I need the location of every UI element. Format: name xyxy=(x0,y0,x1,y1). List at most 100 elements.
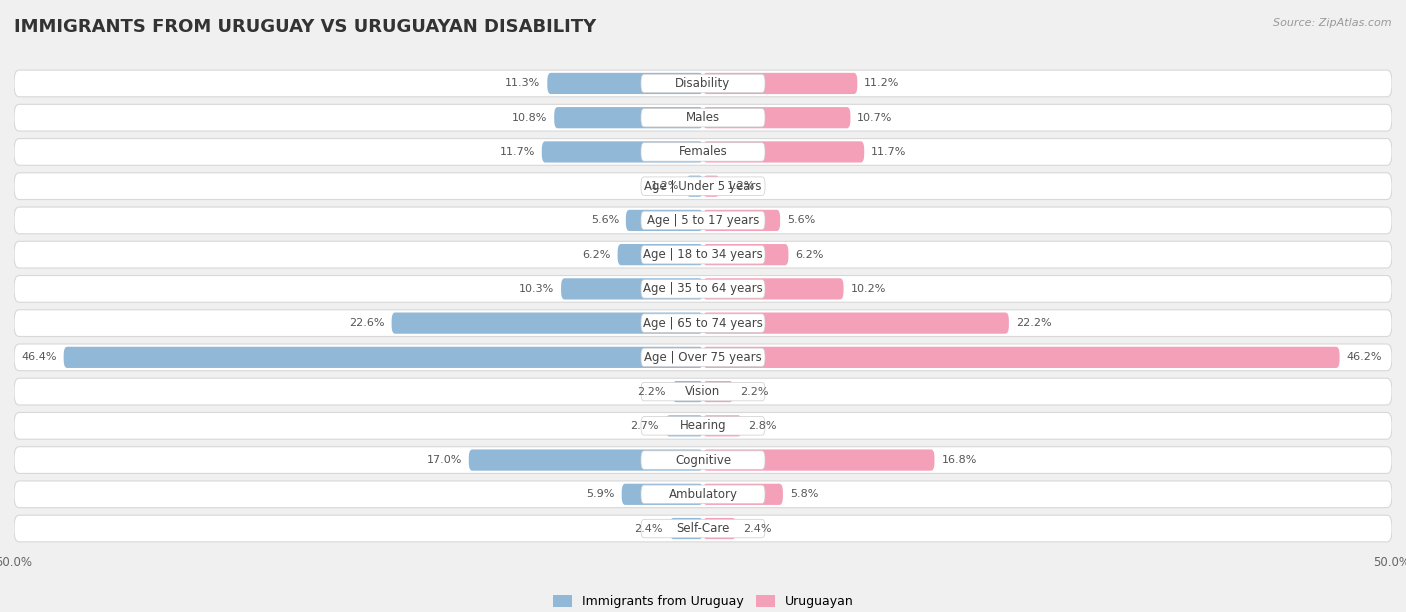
Text: Hearing: Hearing xyxy=(679,419,727,432)
Text: 2.4%: 2.4% xyxy=(742,523,772,534)
FancyBboxPatch shape xyxy=(392,313,703,334)
Text: Age | 18 to 34 years: Age | 18 to 34 years xyxy=(643,248,763,261)
Text: 10.2%: 10.2% xyxy=(851,284,886,294)
Text: 16.8%: 16.8% xyxy=(942,455,977,465)
Text: Females: Females xyxy=(679,146,727,159)
FancyBboxPatch shape xyxy=(666,415,703,436)
Text: 46.2%: 46.2% xyxy=(1347,353,1382,362)
FancyBboxPatch shape xyxy=(617,244,703,265)
FancyBboxPatch shape xyxy=(14,481,1392,508)
Text: 2.2%: 2.2% xyxy=(740,387,769,397)
FancyBboxPatch shape xyxy=(14,207,1392,234)
FancyBboxPatch shape xyxy=(703,210,780,231)
Text: Males: Males xyxy=(686,111,720,124)
FancyBboxPatch shape xyxy=(641,211,765,230)
FancyBboxPatch shape xyxy=(703,381,734,402)
Text: 22.6%: 22.6% xyxy=(349,318,385,328)
Text: 6.2%: 6.2% xyxy=(582,250,610,259)
FancyBboxPatch shape xyxy=(14,310,1392,337)
FancyBboxPatch shape xyxy=(641,108,765,127)
FancyBboxPatch shape xyxy=(703,449,935,471)
FancyBboxPatch shape xyxy=(63,347,703,368)
Text: Source: ZipAtlas.com: Source: ZipAtlas.com xyxy=(1274,18,1392,28)
FancyBboxPatch shape xyxy=(641,245,765,264)
FancyBboxPatch shape xyxy=(14,412,1392,439)
Text: 5.6%: 5.6% xyxy=(787,215,815,225)
Text: Age | 5 to 17 years: Age | 5 to 17 years xyxy=(647,214,759,227)
Text: Vision: Vision xyxy=(685,385,721,398)
FancyBboxPatch shape xyxy=(703,107,851,129)
FancyBboxPatch shape xyxy=(703,278,844,299)
FancyBboxPatch shape xyxy=(14,378,1392,405)
FancyBboxPatch shape xyxy=(14,275,1392,302)
FancyBboxPatch shape xyxy=(14,70,1392,97)
FancyBboxPatch shape xyxy=(561,278,703,299)
FancyBboxPatch shape xyxy=(14,447,1392,474)
FancyBboxPatch shape xyxy=(669,518,703,539)
FancyBboxPatch shape xyxy=(641,382,765,401)
Text: Disability: Disability xyxy=(675,77,731,90)
Text: 2.8%: 2.8% xyxy=(748,421,778,431)
FancyBboxPatch shape xyxy=(14,241,1392,268)
FancyBboxPatch shape xyxy=(686,176,703,197)
Text: 11.3%: 11.3% xyxy=(505,78,540,89)
Text: 10.3%: 10.3% xyxy=(519,284,554,294)
FancyBboxPatch shape xyxy=(626,210,703,231)
FancyBboxPatch shape xyxy=(621,483,703,505)
Text: Age | Under 5 years: Age | Under 5 years xyxy=(644,180,762,193)
Text: 5.8%: 5.8% xyxy=(790,490,818,499)
FancyBboxPatch shape xyxy=(641,314,765,332)
FancyBboxPatch shape xyxy=(641,520,765,538)
Text: 2.7%: 2.7% xyxy=(630,421,659,431)
FancyBboxPatch shape xyxy=(541,141,703,163)
FancyBboxPatch shape xyxy=(703,415,741,436)
FancyBboxPatch shape xyxy=(554,107,703,129)
FancyBboxPatch shape xyxy=(641,177,765,195)
Text: 5.6%: 5.6% xyxy=(591,215,619,225)
Legend: Immigrants from Uruguay, Uruguayan: Immigrants from Uruguay, Uruguayan xyxy=(553,595,853,608)
FancyBboxPatch shape xyxy=(14,104,1392,131)
FancyBboxPatch shape xyxy=(703,141,865,163)
Text: Cognitive: Cognitive xyxy=(675,453,731,466)
FancyBboxPatch shape xyxy=(641,348,765,367)
Text: 2.4%: 2.4% xyxy=(634,523,664,534)
FancyBboxPatch shape xyxy=(641,74,765,92)
Text: 11.7%: 11.7% xyxy=(872,147,907,157)
Text: 6.2%: 6.2% xyxy=(796,250,824,259)
FancyBboxPatch shape xyxy=(703,347,1340,368)
FancyBboxPatch shape xyxy=(547,73,703,94)
Text: 5.9%: 5.9% xyxy=(586,490,614,499)
Text: 2.2%: 2.2% xyxy=(637,387,666,397)
FancyBboxPatch shape xyxy=(672,381,703,402)
Text: IMMIGRANTS FROM URUGUAY VS URUGUAYAN DISABILITY: IMMIGRANTS FROM URUGUAY VS URUGUAYAN DIS… xyxy=(14,18,596,36)
FancyBboxPatch shape xyxy=(641,143,765,161)
FancyBboxPatch shape xyxy=(703,518,737,539)
Text: 10.7%: 10.7% xyxy=(858,113,893,122)
FancyBboxPatch shape xyxy=(641,451,765,469)
FancyBboxPatch shape xyxy=(703,313,1010,334)
FancyBboxPatch shape xyxy=(14,138,1392,165)
Text: Age | Over 75 years: Age | Over 75 years xyxy=(644,351,762,364)
Text: Ambulatory: Ambulatory xyxy=(668,488,738,501)
Text: Self-Care: Self-Care xyxy=(676,522,730,535)
FancyBboxPatch shape xyxy=(641,485,765,504)
FancyBboxPatch shape xyxy=(14,173,1392,200)
Text: 22.2%: 22.2% xyxy=(1015,318,1052,328)
FancyBboxPatch shape xyxy=(703,176,720,197)
FancyBboxPatch shape xyxy=(14,515,1392,542)
Text: 46.4%: 46.4% xyxy=(21,353,56,362)
FancyBboxPatch shape xyxy=(703,244,789,265)
FancyBboxPatch shape xyxy=(641,280,765,298)
FancyBboxPatch shape xyxy=(703,483,783,505)
Text: 17.0%: 17.0% xyxy=(426,455,461,465)
Text: 10.8%: 10.8% xyxy=(512,113,547,122)
FancyBboxPatch shape xyxy=(468,449,703,471)
FancyBboxPatch shape xyxy=(641,417,765,435)
Text: Age | 65 to 74 years: Age | 65 to 74 years xyxy=(643,316,763,330)
FancyBboxPatch shape xyxy=(14,344,1392,371)
FancyBboxPatch shape xyxy=(703,73,858,94)
Text: 1.2%: 1.2% xyxy=(651,181,679,191)
Text: 11.7%: 11.7% xyxy=(499,147,534,157)
Text: 1.2%: 1.2% xyxy=(727,181,755,191)
Text: 11.2%: 11.2% xyxy=(865,78,900,89)
